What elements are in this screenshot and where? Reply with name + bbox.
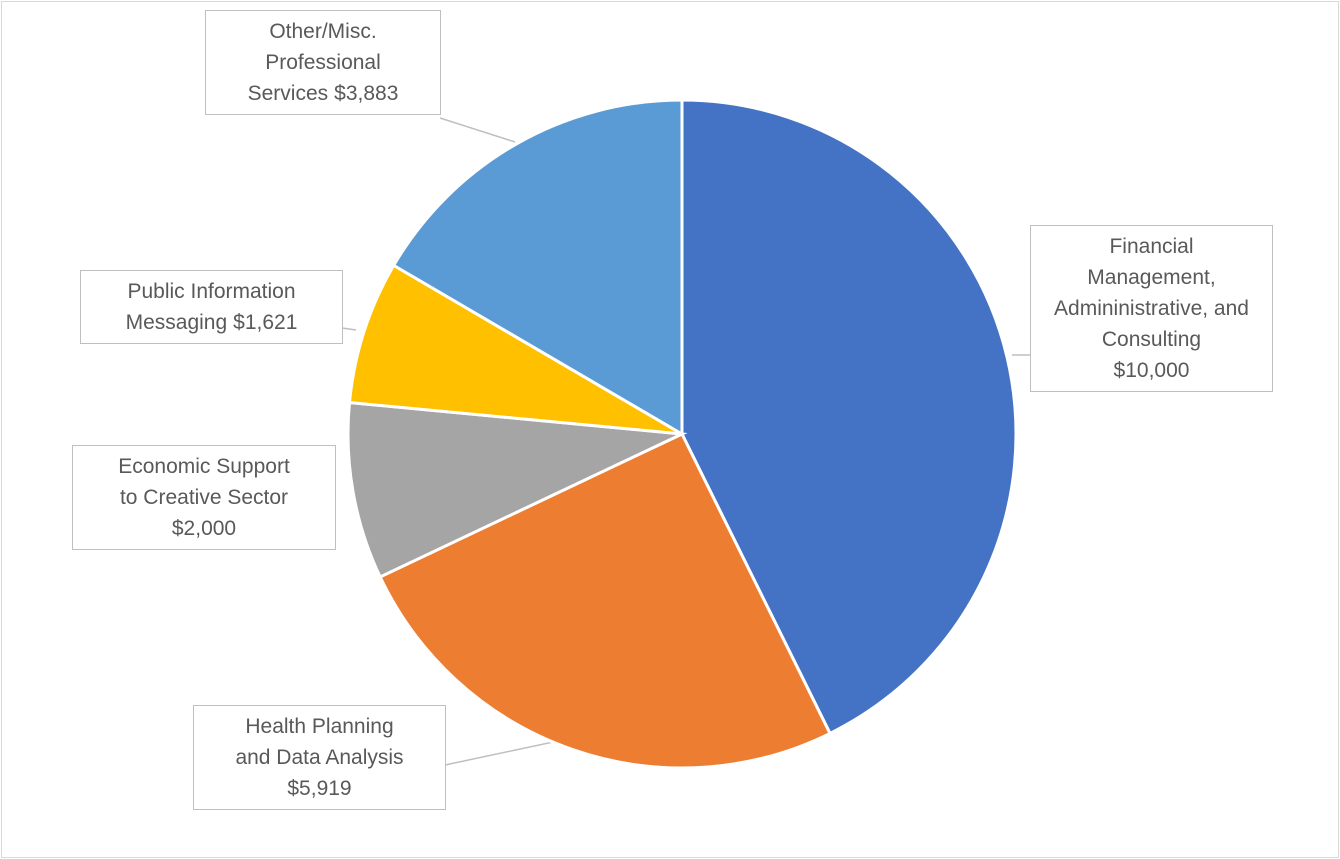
data-label: Economic Support to Creative Sector $2,00…: [72, 445, 336, 550]
leader-line: [341, 327, 357, 331]
value-label: $1,621: [233, 311, 298, 334]
value-label: $2,000: [171, 517, 237, 540]
category-name: Public Information Messaging: [125, 280, 296, 334]
pie-slice: [346, 400, 688, 579]
value-label: $10,000: [1113, 359, 1190, 382]
pie-slice: [391, 98, 684, 437]
pie-slice: [347, 263, 683, 436]
data-label: Health Planning and Data Analysis $5,919: [193, 705, 446, 810]
data-label: Other/Misc. Professional Services $3,883: [205, 10, 441, 115]
pie-slice: [680, 98, 1018, 736]
value-label: $5,919: [287, 777, 352, 800]
category-name: Financial Management, Admininistrative, …: [1054, 235, 1249, 351]
category-name: Economic Support to Creative Sector: [118, 455, 290, 509]
value-label: $3,883: [334, 82, 399, 105]
data-label: Financial Management, Admininistrative, …: [1030, 225, 1273, 392]
data-label: Public Information Messaging $1,621: [80, 270, 343, 344]
leader-line: [439, 117, 516, 143]
pie-slice: [378, 432, 833, 770]
category-name: Other/Misc. Professional Services: [247, 20, 381, 105]
category-name: Health Planning and Data Analysis: [235, 715, 404, 769]
